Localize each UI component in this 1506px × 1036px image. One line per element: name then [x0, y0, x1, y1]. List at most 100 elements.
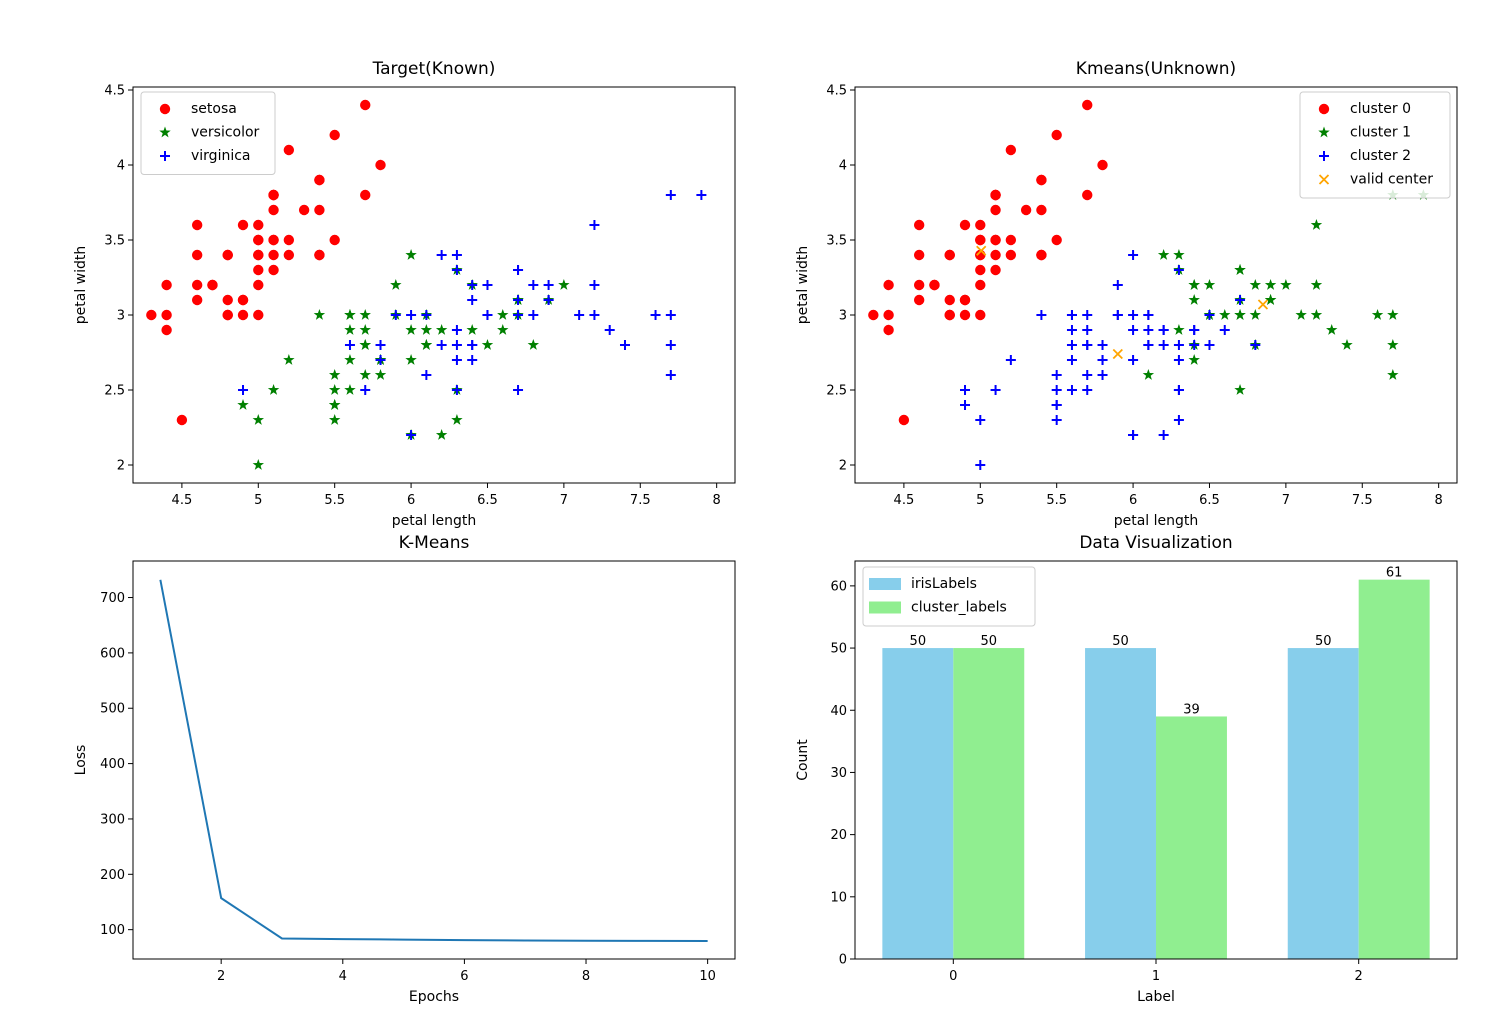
data-point [191, 219, 203, 231]
data-point [314, 204, 325, 216]
data-point [405, 354, 417, 365]
x-tick-label: 4.5 [894, 493, 915, 508]
data-point [1173, 340, 1184, 350]
data-point [1143, 310, 1154, 320]
data-point [1036, 310, 1047, 320]
data-point [1249, 279, 1262, 290]
y-tick-label: 400 [100, 757, 125, 772]
data-point [1066, 310, 1077, 320]
data-point [238, 385, 249, 395]
legend-marker [159, 103, 171, 115]
data-point [975, 219, 986, 231]
data-point [1173, 385, 1184, 395]
data-point [360, 189, 371, 201]
bar-value-label: 61 [1386, 566, 1403, 581]
legend-label: cluster 0 [1350, 101, 1411, 117]
x-tick-label: 5.5 [324, 493, 345, 508]
axes-border [132, 560, 736, 960]
y-tick-label: 2 [839, 459, 847, 474]
x-tick-label: 7 [1282, 493, 1290, 508]
data-point [237, 219, 249, 231]
bar-value-label: 39 [1183, 702, 1200, 717]
data-point [161, 324, 172, 336]
series-cluster-0 [868, 99, 1108, 426]
data-point [467, 280, 478, 290]
y-tick-label: 2 [117, 459, 125, 474]
data-point [1082, 340, 1093, 350]
subplot-4: Data Visualization Label Count 50 50 50 50 39 61… [795, 533, 1458, 1005]
data-point [283, 234, 295, 246]
data-point [1234, 384, 1246, 395]
data-point [283, 144, 295, 156]
x-axis-label: Epochs [409, 989, 459, 1005]
data-point [1112, 280, 1123, 290]
data-point [1326, 324, 1338, 335]
legend-marker [159, 126, 171, 138]
data-point [146, 309, 157, 321]
data-point [253, 234, 264, 246]
data-point [237, 309, 249, 321]
data-point [1264, 294, 1277, 305]
data-point [1128, 355, 1139, 365]
data-point [161, 309, 172, 321]
y-tick-label: 60 [830, 579, 847, 594]
y-tick-label: 300 [100, 812, 125, 827]
data-point [589, 310, 600, 320]
data-point [467, 295, 478, 305]
data-point [513, 295, 524, 305]
y-axis-label: Loss [73, 745, 89, 776]
data-point [1142, 369, 1155, 380]
data-point [1249, 309, 1262, 320]
data-point [1036, 174, 1047, 186]
x-axis-label: petal length [1114, 513, 1199, 529]
data-point [913, 294, 925, 306]
legend-frame [1299, 91, 1451, 199]
data-point [665, 310, 676, 320]
bar [1085, 648, 1156, 959]
data-point [1310, 279, 1323, 290]
data-point [497, 309, 509, 320]
data-point [1219, 325, 1230, 335]
data-point [222, 294, 233, 306]
data-point [959, 219, 971, 231]
data-point [558, 279, 570, 290]
data-point [975, 460, 986, 470]
bar [1287, 648, 1359, 959]
data-point [1051, 234, 1062, 246]
data-point [1204, 340, 1215, 350]
legend-marker [160, 151, 170, 161]
data-point [1097, 355, 1108, 365]
data-point [1250, 340, 1261, 350]
x-tick-label: 5.5 [1046, 493, 1067, 508]
y-tick-label: 0 [839, 953, 847, 968]
data-point [913, 279, 925, 291]
data-point [1082, 370, 1093, 380]
axes-border [854, 86, 1458, 484]
x-tick-label: 4 [339, 969, 347, 984]
data-point [665, 190, 676, 200]
data-point [253, 309, 264, 321]
x-tick-label: 8 [713, 493, 721, 508]
data-point [1082, 99, 1093, 111]
data-point [176, 414, 188, 426]
data-point [328, 399, 341, 410]
data-point [990, 234, 1001, 246]
y-tick-label: 2.5 [104, 384, 125, 399]
data-point [329, 234, 340, 246]
x-tick-label: 6.5 [477, 493, 498, 508]
chart-title: Data Visualization [1079, 533, 1232, 553]
data-point [1173, 249, 1185, 260]
data-point [960, 385, 971, 395]
data-point [253, 279, 264, 291]
bar [882, 648, 954, 959]
data-point [1234, 264, 1246, 275]
data-point [161, 279, 172, 291]
axes-border [132, 86, 736, 484]
data-point [268, 264, 279, 276]
data-point [451, 385, 462, 395]
data-point [1128, 250, 1139, 260]
legend-label: versicolor [191, 125, 260, 141]
data-point [1189, 325, 1200, 335]
y-tick-label: 30 [830, 766, 847, 781]
data-point [1097, 159, 1108, 171]
